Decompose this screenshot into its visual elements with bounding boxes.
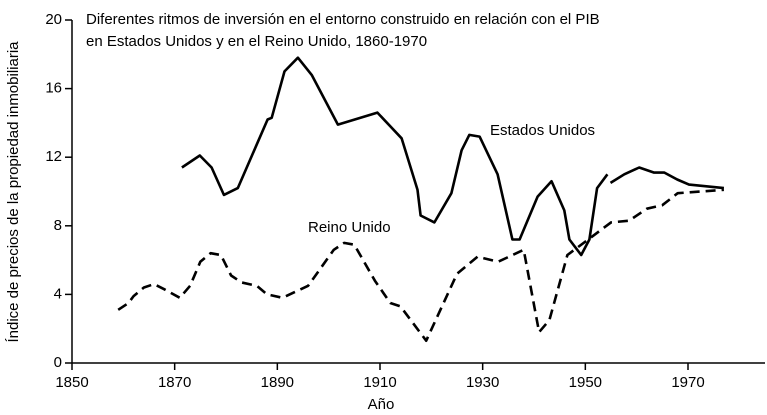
y-tick-label: 4 <box>54 285 62 302</box>
x-tick-label: 1870 <box>158 374 191 391</box>
x-tick-label: 1970 <box>671 374 704 391</box>
x-tick-label: 1890 <box>261 374 294 391</box>
chart-title: Diferentes ritmos de inversión en el ent… <box>86 11 600 28</box>
x-tick-label: 1910 <box>363 374 396 391</box>
x-axis-label: Año <box>368 396 395 413</box>
series-label: Estados Unidos <box>490 122 595 139</box>
x-tick-label: 1850 <box>55 374 88 391</box>
series-line <box>181 56 725 257</box>
x-tick-label: 1950 <box>569 374 602 391</box>
y-tick-label: 12 <box>45 148 62 165</box>
y-tick-label: 20 <box>45 11 62 28</box>
y-tick-label: 8 <box>54 217 62 234</box>
y-axis-label: Índice de precios de la propiedad inmobi… <box>5 41 22 343</box>
series-label: Reino Unido <box>308 219 391 236</box>
series-line <box>117 188 724 342</box>
y-tick-label: 16 <box>45 80 62 97</box>
y-tick-label: 0 <box>54 354 62 371</box>
x-tick-label: 1930 <box>466 374 499 391</box>
chart-title: en Estados Unidos y en el Reino Unido, 1… <box>86 33 427 50</box>
